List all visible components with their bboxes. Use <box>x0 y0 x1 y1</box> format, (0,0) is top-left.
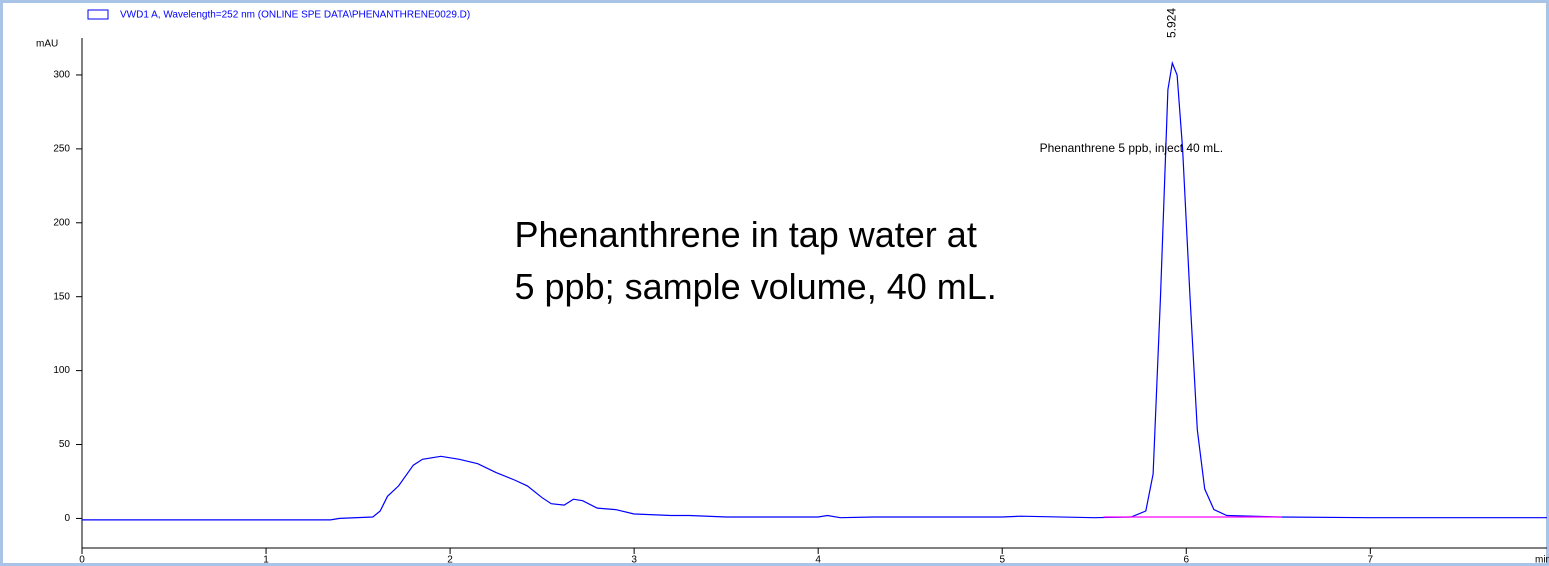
x-tick-label: 7 <box>1368 555 1374 566</box>
y-tick-label: 150 <box>53 291 70 302</box>
y-tick-label: 100 <box>53 365 70 376</box>
caption-line: Phenanthrene in tap water at <box>515 214 977 255</box>
x-tick-label: 0 <box>79 555 85 566</box>
caption-line: 5 ppb; sample volume, 40 mL. <box>515 266 997 307</box>
legend-swatch <box>87 9 109 20</box>
y-tick-label: 0 <box>64 513 70 524</box>
legend-entry: VWD1 A, Wavelength=252 nm (ONLINE SPE DA… <box>120 10 470 21</box>
x-tick-label: 1 <box>263 555 269 566</box>
y-axis-label: mAU <box>36 39 58 50</box>
x-tick-label: 4 <box>815 555 821 566</box>
x-tick-label: 3 <box>631 555 637 566</box>
x-axis-label: min <box>1535 555 1549 566</box>
y-tick-label: 300 <box>53 70 70 81</box>
x-tick-label: 2 <box>447 555 453 566</box>
sample-label: Phenanthrene 5 ppb, inject 40 mL. <box>1040 141 1223 155</box>
y-tick-label: 50 <box>59 439 71 450</box>
x-tick-label: 5 <box>999 555 1005 566</box>
y-tick-label: 200 <box>53 217 70 228</box>
y-tick-label: 250 <box>53 144 70 155</box>
trace <box>82 60 1547 521</box>
x-tick-label: 6 <box>1183 555 1189 566</box>
peak-label: 5.924 <box>1164 8 1178 38</box>
